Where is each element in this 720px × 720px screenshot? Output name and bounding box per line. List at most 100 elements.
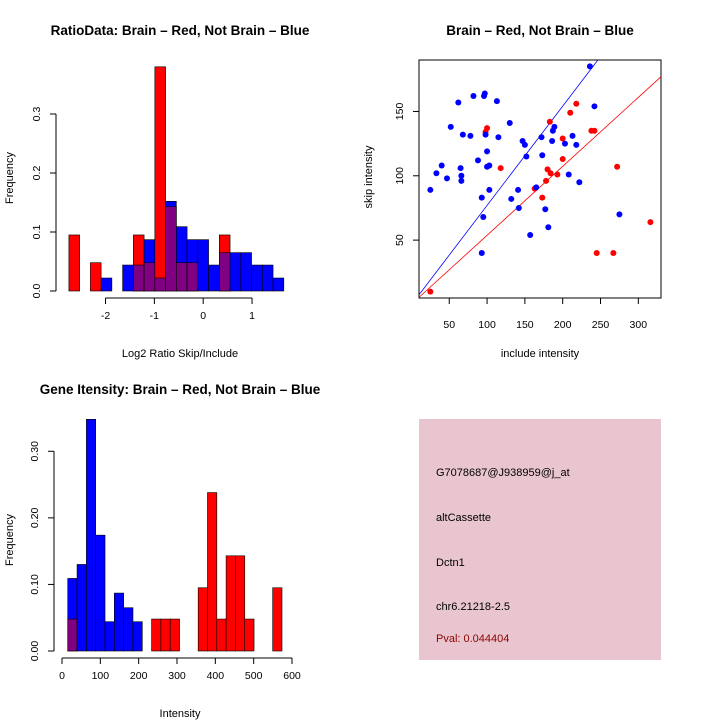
scatter-x-tick-label-2: 150 bbox=[516, 319, 534, 331]
ratio-hist-y-tick-label-2: 0.2 bbox=[31, 166, 43, 181]
intensity-hist-bar-15 bbox=[207, 492, 218, 652]
intensity-hist-x-tick-label-2: 200 bbox=[130, 670, 148, 682]
ratio-hist-x-tick-label-0: -2 bbox=[101, 310, 110, 322]
ratio-hist-x-tick-label-1: -1 bbox=[150, 310, 159, 322]
scatter-point-brain-8 bbox=[547, 170, 554, 177]
intensity-hist-x-tick-label-5: 500 bbox=[245, 670, 263, 682]
gene-name-text: Dctn1 bbox=[436, 557, 465, 569]
intensity-hist-bar-1 bbox=[76, 564, 87, 652]
ratio-hist-x-tick-label-2: 0 bbox=[200, 310, 206, 322]
scatter-point-not-brain-35 bbox=[539, 152, 546, 159]
scatter-point-not-brain-8 bbox=[458, 172, 465, 179]
scatter-ylabel: skip intensity bbox=[363, 145, 375, 208]
ratio-hist-bar-16 bbox=[240, 252, 252, 292]
scatter-point-brain-6 bbox=[543, 177, 550, 184]
scatter-point-brain-16 bbox=[591, 127, 598, 134]
ratio-hist-overlap-bar-6 bbox=[133, 264, 145, 292]
ratio-hist-overlap-bar-7 bbox=[143, 262, 156, 292]
scatter-point-not-brain-25 bbox=[506, 120, 513, 127]
ratio-hist-y-tick-label-0: 0.0 bbox=[31, 284, 43, 299]
scatter-point-not-brain-26 bbox=[508, 195, 515, 202]
scatter-point-brain-10 bbox=[554, 171, 561, 178]
ratio-hist-bar-12 bbox=[197, 239, 209, 292]
intensity-hist-bar-22 bbox=[272, 587, 283, 652]
scatter-plot-box bbox=[418, 59, 662, 299]
scatter-point-not-brain-6 bbox=[457, 165, 464, 172]
intensity-hist-bar-4 bbox=[104, 621, 115, 652]
scatter-point-not-brain-21 bbox=[486, 162, 493, 169]
scatter-point-not-brain-1 bbox=[433, 170, 440, 177]
scatter-point-not-brain-22 bbox=[486, 186, 493, 193]
scatter-point-not-brain-37 bbox=[545, 224, 552, 231]
ratio-histogram-bars bbox=[68, 66, 285, 292]
scatter-point-not-brain-12 bbox=[474, 157, 481, 164]
info-panel-background bbox=[419, 419, 661, 660]
scatter-point-not-brain-43 bbox=[569, 132, 576, 139]
scatter-point-not-brain-4 bbox=[447, 123, 454, 130]
ratio-hist-bar-13 bbox=[208, 264, 220, 292]
scatter-point-brain-19 bbox=[614, 163, 621, 170]
scatter-blue-line bbox=[419, 60, 599, 296]
scatter-y-tick-label-0: 50 bbox=[394, 234, 406, 246]
scatter-point-brain-9 bbox=[546, 118, 553, 125]
ratio-histogram-title: RatioData: Brain – Red, Not Brain – Blue bbox=[51, 23, 310, 38]
scatter-x-tick-label-0: 50 bbox=[443, 319, 455, 331]
scatter-point-not-brain-2 bbox=[438, 162, 445, 169]
scatter-point-not-brain-10 bbox=[467, 132, 474, 139]
scatter-x-tick-label-5: 300 bbox=[630, 319, 648, 331]
intensity-hist-bar-16 bbox=[216, 618, 227, 652]
pval-text: Pval: 0.044404 bbox=[436, 633, 509, 645]
scatter-point-not-brain-23 bbox=[493, 98, 500, 105]
scatter-panel: Brain – Red, Not Brain – Blue include in… bbox=[363, 23, 662, 360]
ratio-histogram-panel: RatioData: Brain – Red, Not Brain – Blue… bbox=[4, 23, 310, 360]
ratio-hist-overlap-bar-10 bbox=[176, 262, 188, 292]
scatter-point-not-brain-38 bbox=[549, 138, 556, 145]
location-text: chr6.21218-2.5 bbox=[436, 601, 510, 613]
scatter-point-not-brain-45 bbox=[576, 179, 583, 186]
intensity-hist-bar-14 bbox=[197, 587, 208, 652]
scatter-red-line bbox=[419, 76, 661, 298]
intensity-hist-bar-3 bbox=[95, 534, 106, 652]
info-panel: G7078687@J938959@j_at altCassette Dctn1 … bbox=[419, 419, 661, 660]
intensity-hist-x-tick-label-1: 100 bbox=[92, 670, 110, 682]
scatter-point-brain-20 bbox=[647, 219, 654, 226]
ratio-hist-x-tick-label-3: 1 bbox=[249, 310, 255, 322]
scatter-point-not-brain-18 bbox=[482, 131, 489, 138]
ratio-hist-overlap-bar-14 bbox=[219, 252, 231, 292]
intensity-histogram-bars bbox=[67, 419, 283, 652]
scatter-point-brain-12 bbox=[559, 135, 566, 142]
intensity-histogram-title: Gene Itensity: Brain – Red, Not Brain – … bbox=[40, 382, 321, 397]
intensity-hist-bar-5 bbox=[114, 592, 124, 652]
scatter-point-not-brain-24 bbox=[495, 134, 502, 141]
scatter-x-tick-label-1: 100 bbox=[478, 319, 496, 331]
scatter-content bbox=[419, 60, 661, 298]
scatter-point-not-brain-44 bbox=[573, 141, 580, 148]
intensity-hist-x-tick-label-6: 600 bbox=[283, 670, 301, 682]
scatter-xlabel: include intensity bbox=[501, 348, 580, 360]
ratio-hist-bar-8 bbox=[154, 66, 166, 292]
intensity-hist-y-tick-label-3: 0.30 bbox=[29, 441, 41, 462]
scatter-point-not-brain-42 bbox=[565, 171, 572, 178]
intensity-hist-bar-9 bbox=[151, 618, 162, 652]
intensity-histogram-ylabel: Frequency bbox=[4, 514, 16, 566]
scatter-point-not-brain-14 bbox=[478, 194, 485, 201]
intensity-histogram-axes: 0 100 200 300 400 500 600 0.00 0.10 0.20 0.30 bbox=[29, 441, 301, 682]
scatter-point-not-brain-3 bbox=[443, 175, 450, 182]
intensity-hist-bar-18 bbox=[235, 555, 246, 652]
scatter-point-not-brain-32 bbox=[527, 231, 534, 238]
scatter-axes: 50 100 150 200 250 300 50 100 150 bbox=[394, 103, 647, 331]
intensity-hist-y-tick-label-2: 0.20 bbox=[29, 507, 41, 528]
scatter-point-brain-3 bbox=[497, 165, 504, 172]
scatter-point-brain-14 bbox=[573, 100, 580, 107]
scatter-point-not-brain-31 bbox=[523, 153, 530, 160]
ratio-histogram-xlabel: Log2 Ratio Skip/Include bbox=[122, 348, 238, 360]
intensity-hist-x-tick-label-3: 300 bbox=[168, 670, 186, 682]
intensity-hist-bar-10 bbox=[160, 618, 171, 652]
scatter-point-brain-17 bbox=[593, 249, 600, 256]
ratio-hist-y-tick-label-1: 0.1 bbox=[31, 225, 43, 240]
ratio-hist-overlap-bar-8 bbox=[154, 277, 166, 292]
intensity-hist-bar-7 bbox=[132, 621, 143, 652]
scatter-x-tick-label-4: 250 bbox=[592, 319, 610, 331]
intensity-hist-overlap-bar-0 bbox=[67, 618, 78, 652]
scatter-point-not-brain-15 bbox=[480, 213, 487, 220]
